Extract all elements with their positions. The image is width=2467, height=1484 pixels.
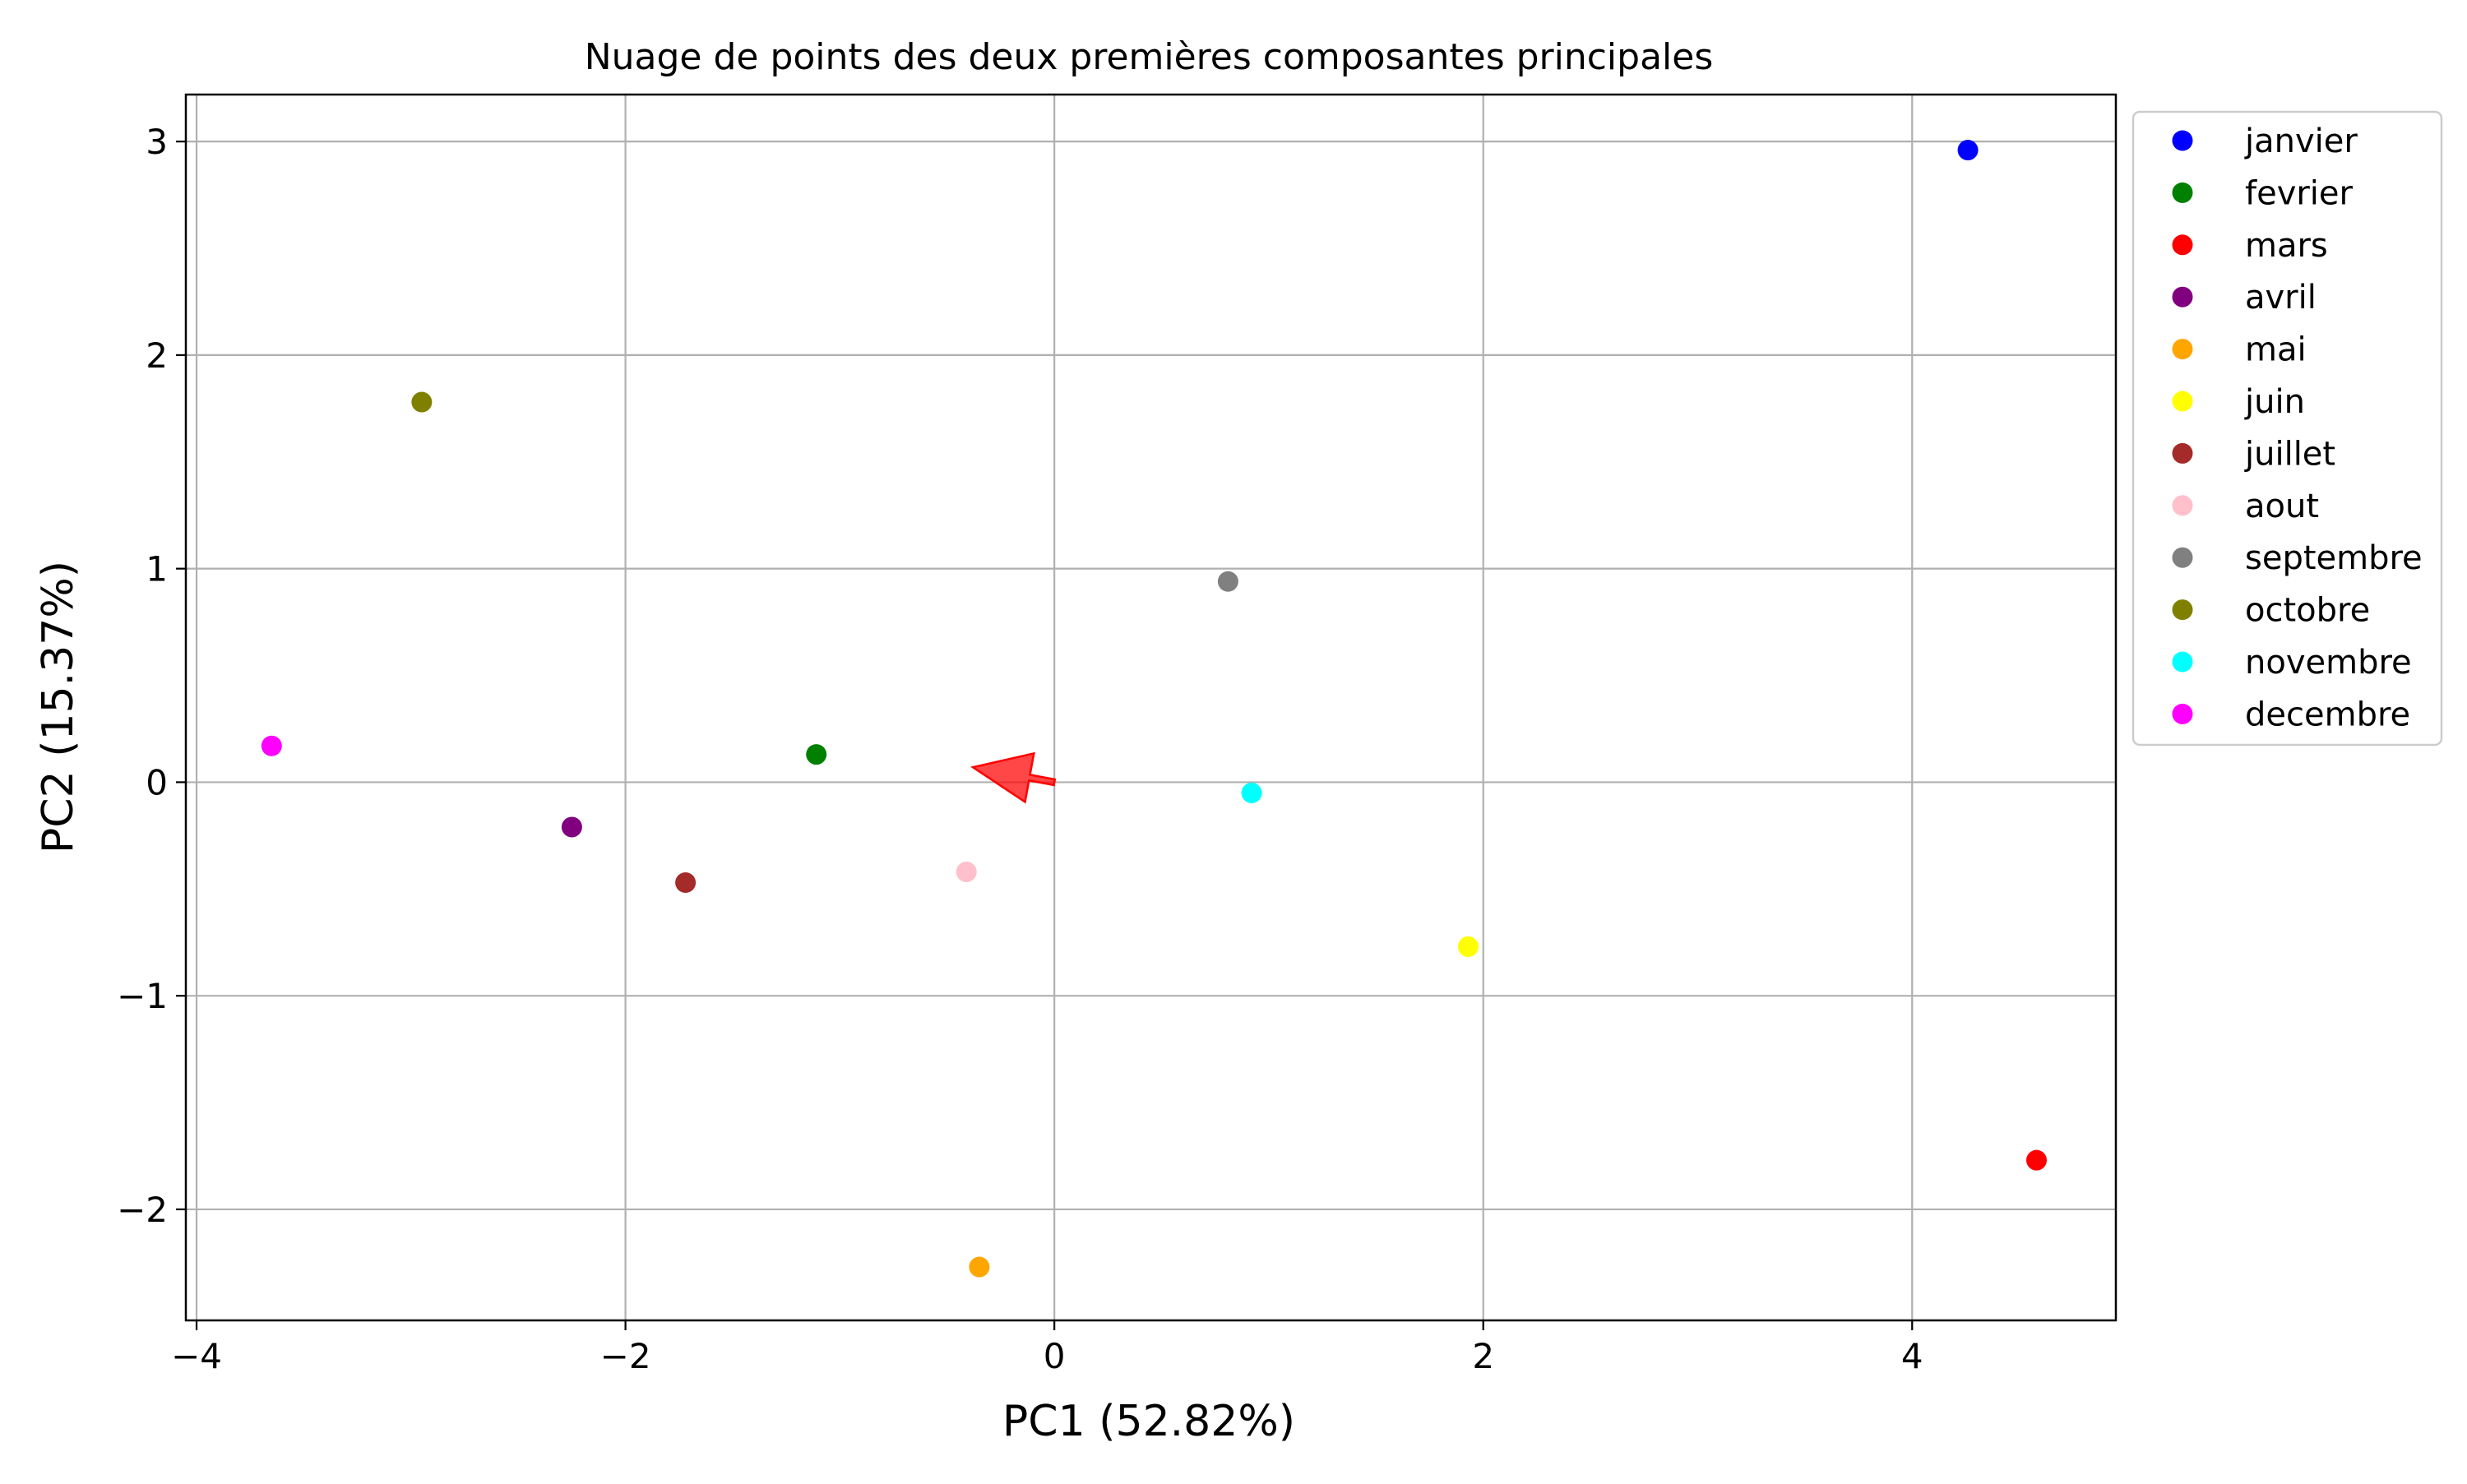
legend-label-mars: mars bbox=[2245, 227, 2328, 265]
legend-label-aout: aout bbox=[2245, 488, 2319, 525]
chart-title: Nuage de points des deux premières compo… bbox=[585, 36, 1714, 78]
legend-label-janvier: janvier bbox=[2244, 123, 2358, 160]
legend-label-octobre: octobre bbox=[2245, 592, 2370, 630]
legend-label-decembre: decembre bbox=[2245, 696, 2410, 733]
legend-label-juillet: juillet bbox=[2244, 435, 2335, 473]
data-point-juillet bbox=[675, 872, 697, 893]
legend-label-mai: mai bbox=[2245, 331, 2307, 369]
x-tick-label: 4 bbox=[1901, 1336, 1923, 1376]
data-point-decembre bbox=[261, 735, 282, 756]
legend-label-fevrier: fevrier bbox=[2245, 174, 2354, 212]
x-axis-label: PC1 (52.82%) bbox=[1002, 1397, 1295, 1446]
legend-entries: janvier fevrier mars avril mai juin juillet aou… bbox=[2172, 123, 2423, 733]
legend-marker-avril bbox=[2172, 286, 2193, 307]
x-tick-label: 2 bbox=[1472, 1336, 1494, 1376]
legend-marker-juillet bbox=[2172, 442, 2193, 464]
x-tick-label: 0 bbox=[1044, 1336, 1066, 1376]
y-tick-label: 2 bbox=[146, 335, 168, 376]
data-point-novembre bbox=[1241, 782, 1262, 803]
y-tick-label: 3 bbox=[146, 122, 168, 162]
y-tick-label: 0 bbox=[146, 762, 168, 802]
legend-marker-fevrier bbox=[2172, 182, 2193, 203]
data-point-juin bbox=[1457, 936, 1479, 957]
data-point-octobre bbox=[411, 391, 433, 413]
data-point-fevrier bbox=[806, 744, 827, 765]
data-point-mai bbox=[969, 1256, 990, 1278]
x-tick-label: −4 bbox=[171, 1336, 222, 1376]
x-tick-label: −2 bbox=[600, 1336, 651, 1376]
data-point-aout bbox=[956, 862, 977, 883]
legend-label-avril: avril bbox=[2245, 279, 2317, 317]
data-point-mars bbox=[2026, 1149, 2048, 1171]
legend-marker-mars bbox=[2172, 234, 2193, 256]
y-axis-label: PC2 (15.37%) bbox=[34, 561, 83, 853]
y-tick-label: −2 bbox=[117, 1190, 168, 1230]
legend-marker-octobre bbox=[2172, 599, 2193, 621]
legend-label-juin: juin bbox=[2244, 383, 2305, 421]
legend-marker-mai bbox=[2172, 339, 2193, 360]
legend-marker-janvier bbox=[2172, 130, 2193, 151]
legend-marker-decembre bbox=[2172, 703, 2193, 724]
legend-box bbox=[2131, 110, 2443, 747]
data-points bbox=[261, 140, 2048, 1278]
legend-marker-juin bbox=[2172, 391, 2193, 412]
loading-arrow bbox=[970, 751, 1057, 804]
grid-lines bbox=[186, 95, 2116, 1320]
legend-marker-novembre bbox=[2172, 651, 2193, 673]
legend-marker-aout bbox=[2172, 495, 2193, 516]
loading-vector-arrow bbox=[970, 751, 1057, 804]
data-point-avril bbox=[561, 816, 582, 838]
data-point-janvier bbox=[1957, 140, 1979, 161]
legend: janvier fevrier mars avril mai juin juillet aou… bbox=[2131, 110, 2443, 747]
legend-marker-septembre bbox=[2172, 547, 2193, 568]
axis-ticks: −4 −2 0 2 4 −2 −1 0 1 2 3 bbox=[117, 122, 1923, 1376]
legend-label-novembre: novembre bbox=[2245, 644, 2412, 682]
y-tick-label: −1 bbox=[117, 976, 168, 1016]
legend-label-septembre: septembre bbox=[2245, 539, 2423, 577]
plot-area-frame bbox=[184, 93, 2118, 1322]
data-point-septembre bbox=[1217, 571, 1238, 592]
y-tick-label: 1 bbox=[146, 549, 168, 589]
